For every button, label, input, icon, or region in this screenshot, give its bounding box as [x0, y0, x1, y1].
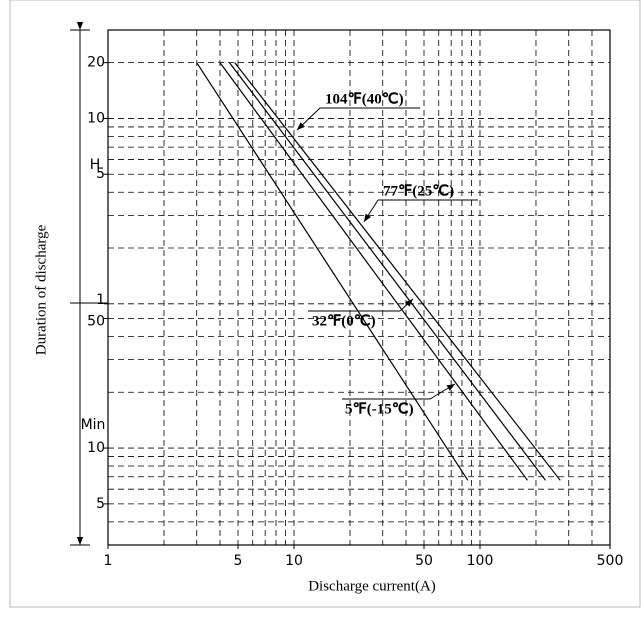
- y-tick-label: 5: [96, 496, 105, 512]
- series-line: [229, 62, 546, 481]
- x-tick-label: 500: [597, 553, 624, 569]
- x-tick-label: 10: [285, 553, 303, 569]
- y-tick-label: 1: [96, 292, 105, 308]
- x-tick-label: 5: [234, 553, 243, 569]
- series-label: 77℉(25℃): [383, 183, 454, 199]
- series-line: [234, 62, 561, 481]
- plot-frame: [107, 29, 611, 546]
- series-line: [196, 62, 469, 481]
- x-tick-label: 50: [415, 553, 433, 569]
- y-unit-label: Min: [81, 417, 106, 433]
- x-axis-label: Discharge current(A): [308, 578, 436, 594]
- y-tick-label: 10: [87, 110, 105, 126]
- y-unit-label: H: [90, 157, 101, 173]
- x-tick-label: 1: [104, 553, 113, 569]
- y-tick-label: 5: [96, 166, 105, 182]
- label-leader: [363, 199, 379, 223]
- label-leader: [429, 383, 456, 400]
- page-frame: [9, 0, 641, 608]
- y-axis-label: Duration of discharge: [33, 224, 49, 355]
- series-label: 104℉(40℃): [325, 91, 404, 107]
- y-tick-label: 20: [87, 55, 105, 71]
- label-leader: [296, 107, 321, 131]
- x-tick-label: 100: [467, 553, 494, 569]
- series-label: 5℉(-15℃): [345, 401, 414, 417]
- series-label: 32℉(0℃): [312, 313, 376, 329]
- y-tick-label: 10: [87, 440, 105, 456]
- label-leader: [399, 298, 414, 312]
- series-line: [219, 62, 528, 481]
- y-tick-label: 50: [87, 313, 105, 329]
